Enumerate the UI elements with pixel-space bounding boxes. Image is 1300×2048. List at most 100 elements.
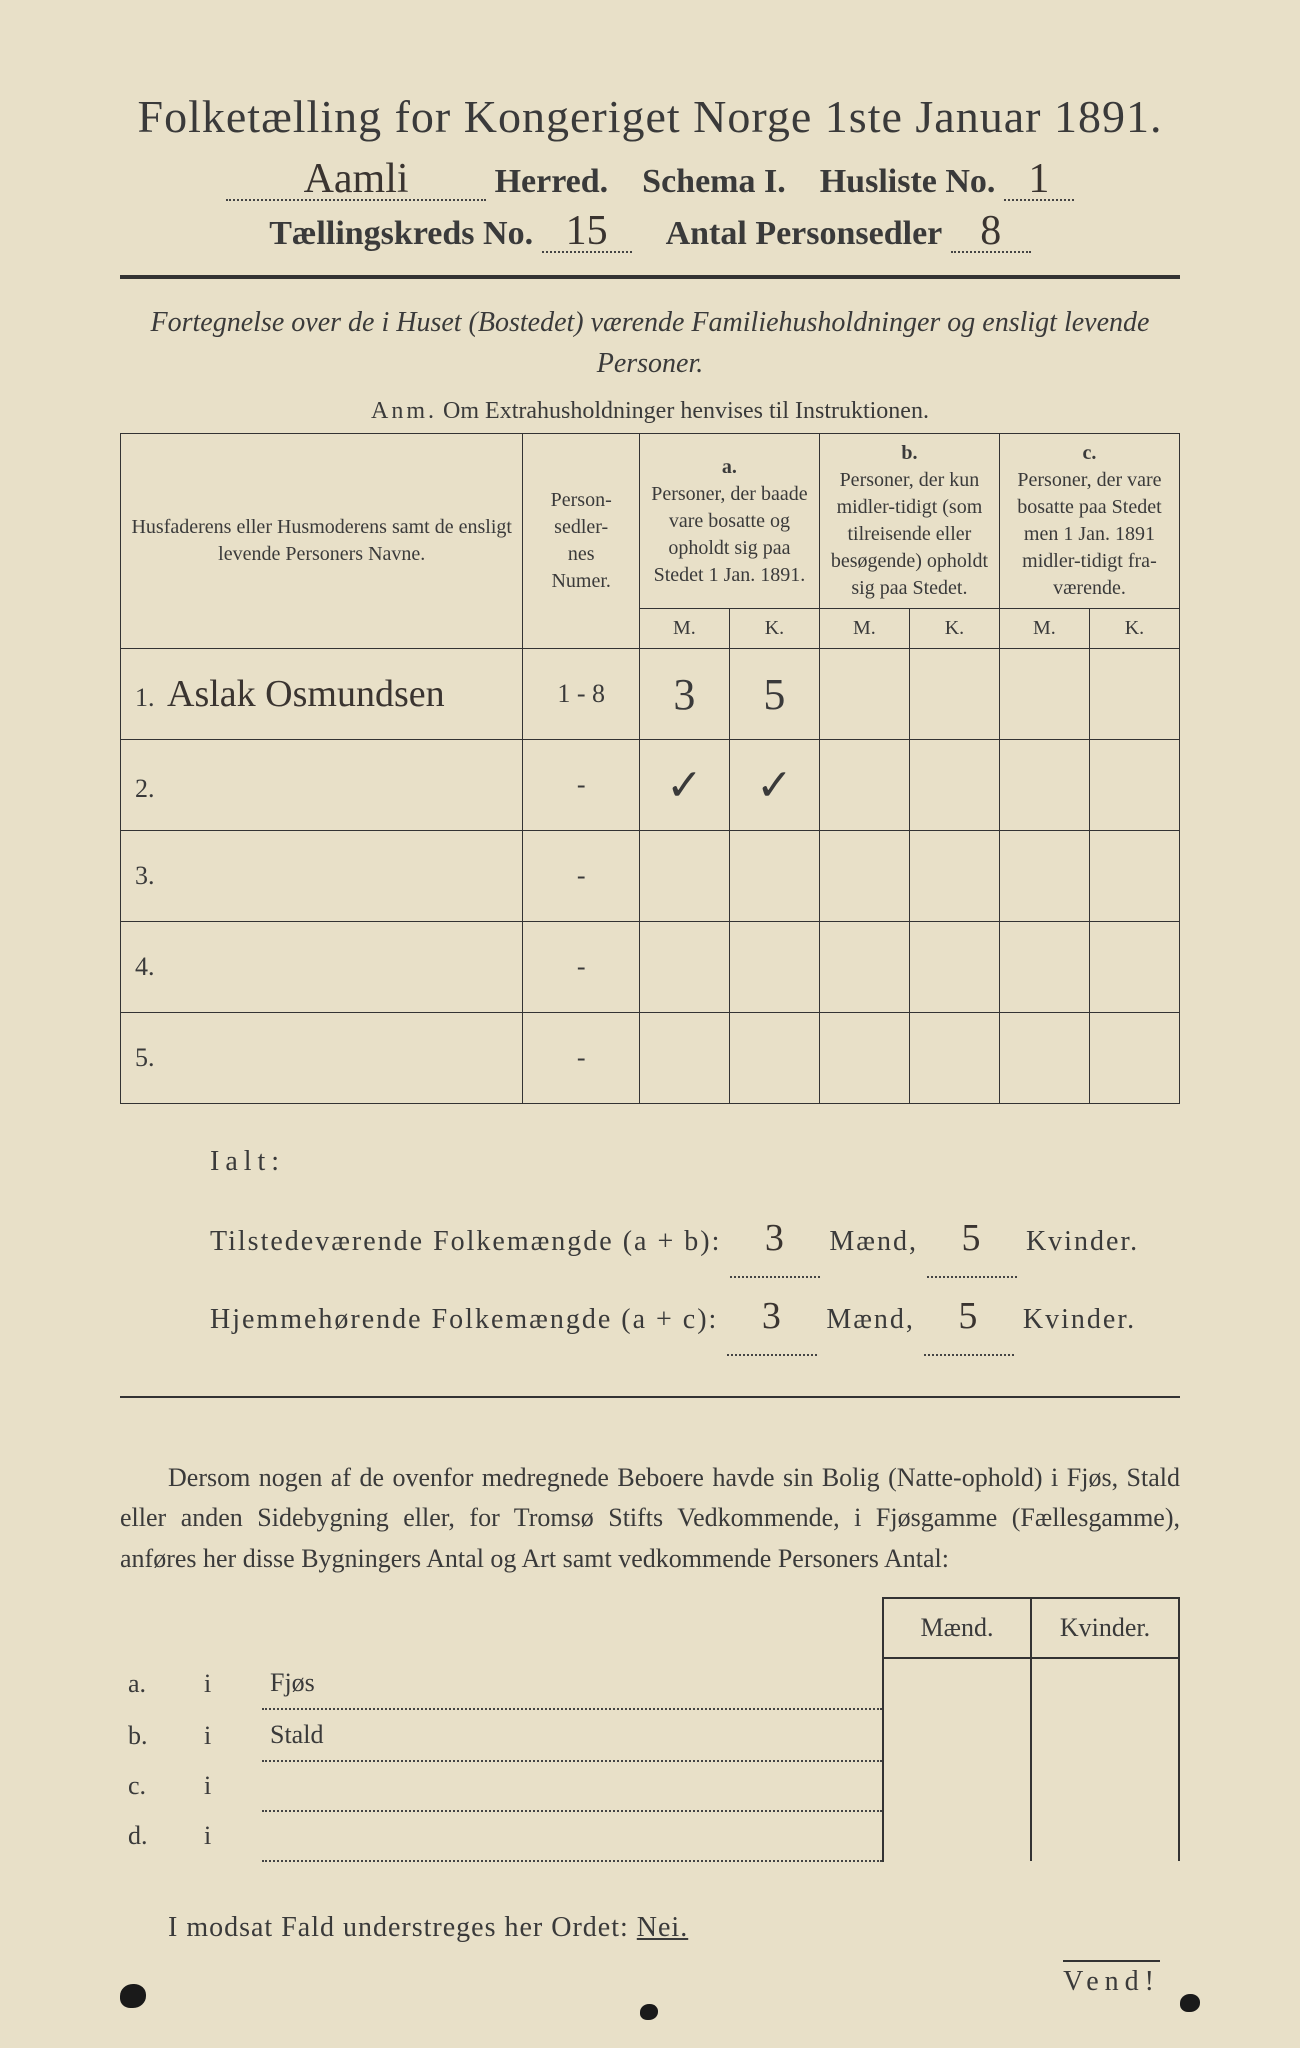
herred-label: Herred. bbox=[495, 163, 609, 200]
side-k bbox=[1031, 1761, 1179, 1811]
table-body: 1. Aslak Osmundsen 1 - 8 3 5 2. - ✓ ✓ bbox=[121, 649, 1180, 1104]
th-c-top: c. bbox=[1083, 442, 1097, 464]
side-k bbox=[1031, 1658, 1179, 1709]
side-row: a. i Fjøs bbox=[120, 1658, 1179, 1709]
row-name: Aslak Osmundsen bbox=[161, 673, 451, 715]
maend-label: Mænd, bbox=[829, 1226, 918, 1257]
herred-value: Aamli bbox=[296, 156, 417, 202]
cell-b-k bbox=[909, 740, 999, 831]
anm-line: Anm. Om Extrahusholdninger henvises til … bbox=[120, 398, 1180, 425]
side-key: d. bbox=[120, 1811, 196, 1861]
kreds-label: Tællingskreds No. bbox=[269, 215, 533, 252]
anm-lead: Anm. bbox=[371, 398, 437, 424]
cell-a-k: 5 bbox=[729, 649, 819, 740]
table-row: 3. - bbox=[121, 831, 1180, 922]
rule-2 bbox=[120, 1396, 1180, 1398]
nei-word: Nei. bbox=[637, 1912, 688, 1943]
ialt-label: Ialt: bbox=[210, 1134, 1180, 1190]
cell-c-m bbox=[999, 649, 1089, 740]
side-k bbox=[1031, 1709, 1179, 1761]
inkblot-icon bbox=[120, 1984, 146, 2008]
cell-num: - bbox=[523, 922, 639, 1013]
cell-b-k bbox=[909, 831, 999, 922]
th-c: c. Personer, der vare bosatte paa Stedet… bbox=[999, 434, 1179, 609]
th-c-k: K. bbox=[1089, 609, 1179, 649]
th-a: a. Personer, der baade vare bosatte og o… bbox=[639, 434, 819, 609]
row-num: 3. bbox=[135, 861, 155, 890]
cell-a-m: 3 bbox=[639, 649, 729, 740]
side-row: b. i Stald bbox=[120, 1709, 1179, 1761]
totals-line2-k: 5 bbox=[952, 1295, 985, 1337]
cell-c-m bbox=[999, 740, 1089, 831]
table-row: 4. - bbox=[121, 922, 1180, 1013]
census-form-page: Folketælling for Kongeriget Norge 1ste J… bbox=[0, 0, 1300, 2048]
totals-line1-label: Tilstedeværende Folkemængde (a + b): bbox=[210, 1226, 721, 1257]
th-num: Person- sedler- nes Numer. bbox=[523, 434, 639, 649]
side-i: i bbox=[196, 1761, 262, 1811]
cell-b-m bbox=[819, 1013, 909, 1104]
cell-a-k bbox=[729, 922, 819, 1013]
row-name bbox=[155, 764, 167, 806]
side-key: c. bbox=[120, 1761, 196, 1811]
row-num: 1. bbox=[135, 683, 155, 712]
cell-a-k: ✓ bbox=[729, 740, 819, 831]
row-num: 5. bbox=[135, 1043, 155, 1072]
cell-c-k bbox=[1089, 831, 1179, 922]
th-a-k: K. bbox=[729, 609, 819, 649]
cell-b-k bbox=[909, 922, 999, 1013]
main-title: Folketælling for Kongeriget Norge 1ste J… bbox=[120, 90, 1180, 143]
totals-line-2: Hjemmehørende Folkemængde (a + c): 3 Mæn… bbox=[210, 1278, 1180, 1356]
antal-field: 8 bbox=[951, 213, 1031, 253]
cell-c-m bbox=[999, 922, 1089, 1013]
husliste-label: Husliste No. bbox=[820, 163, 996, 200]
cell-c-k bbox=[1089, 649, 1179, 740]
antal-label: Antal Personsedler bbox=[666, 215, 943, 252]
side-key: a. bbox=[120, 1658, 196, 1709]
totals-block: Ialt: Tilstedeværende Folkemængde (a + b… bbox=[120, 1134, 1180, 1356]
cell-num: - bbox=[523, 740, 639, 831]
cell-b-k bbox=[909, 1013, 999, 1104]
kreds-value: 15 bbox=[558, 208, 616, 254]
cell-num: - bbox=[523, 831, 639, 922]
side-m bbox=[883, 1658, 1031, 1709]
cell-a-k bbox=[729, 1013, 819, 1104]
cell-b-m bbox=[819, 831, 909, 922]
side-i: i bbox=[196, 1811, 262, 1861]
th-b-top: b. bbox=[901, 442, 917, 464]
side-key: b. bbox=[120, 1709, 196, 1761]
side-building-table: Mænd. Kvinder. a. i Fjøs b. i Stald c. i… bbox=[120, 1597, 1180, 1862]
vend-label: Vend! bbox=[1063, 1960, 1160, 1998]
th-b-text: Personer, der kun midler-tidigt (som til… bbox=[831, 469, 988, 599]
cell-b-k bbox=[909, 649, 999, 740]
kreds-field: 15 bbox=[542, 213, 632, 253]
side-hdr-m: Mænd. bbox=[883, 1598, 1031, 1658]
th-name: Husfaderens eller Husmoderens samt de en… bbox=[121, 434, 523, 649]
th-a-m: M. bbox=[639, 609, 729, 649]
cell-num: - bbox=[523, 1013, 639, 1104]
subtitle-row-1: Aamli Herred. Schema I. Husliste No. 1 bbox=[120, 161, 1180, 201]
kvinder-label-2: Kvinder. bbox=[1023, 1304, 1136, 1335]
cell-a-m bbox=[639, 831, 729, 922]
totals-line1-m: 3 bbox=[759, 1217, 792, 1259]
cell-a-k bbox=[729, 831, 819, 922]
cell-name: 1. Aslak Osmundsen bbox=[121, 649, 523, 740]
cell-name: 5. bbox=[121, 1013, 523, 1104]
th-a-top: a. bbox=[722, 456, 737, 478]
cell-b-m bbox=[819, 649, 909, 740]
cell-b-m bbox=[819, 922, 909, 1013]
side-label: Fjøs bbox=[270, 1668, 315, 1697]
totals-line2-m: 3 bbox=[756, 1295, 789, 1337]
husliste-field: 1 bbox=[1004, 161, 1074, 201]
intro-text: Fortegnelse over de i Huset (Bostedet) v… bbox=[120, 303, 1180, 384]
th-a-text: Personer, der baade vare bosatte og opho… bbox=[651, 483, 807, 586]
antal-value: 8 bbox=[972, 208, 1009, 254]
cell-c-k bbox=[1089, 1013, 1179, 1104]
side-m bbox=[883, 1811, 1031, 1861]
table-row: 1. Aslak Osmundsen 1 - 8 3 5 bbox=[121, 649, 1180, 740]
side-building-para: Dersom nogen af de ovenfor medregnede Be… bbox=[120, 1458, 1180, 1579]
side-m bbox=[883, 1761, 1031, 1811]
cell-b-m bbox=[819, 740, 909, 831]
anm-rest: Om Extrahusholdninger henvises til Instr… bbox=[443, 398, 929, 424]
totals-line2-label: Hjemmehørende Folkemængde (a + c): bbox=[210, 1304, 718, 1335]
table-row: 2. - ✓ ✓ bbox=[121, 740, 1180, 831]
